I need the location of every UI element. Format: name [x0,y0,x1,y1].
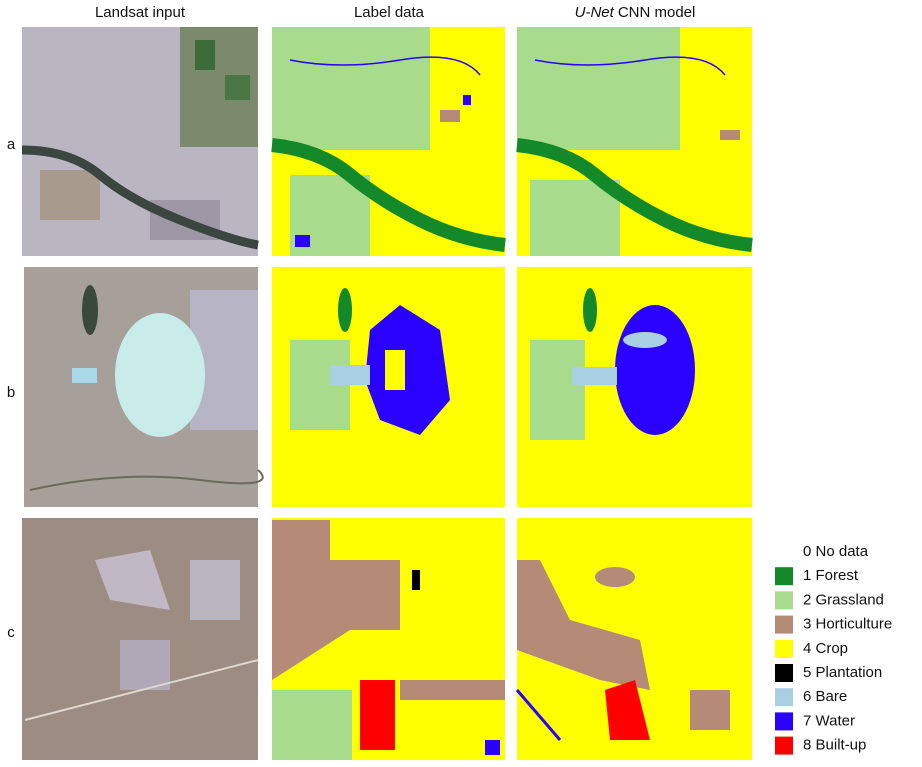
model-c [515,518,752,760]
label-b [272,267,505,507]
row-label: a [7,136,16,153]
legend-swatch [775,736,793,755]
column-header-text: CNN model [618,4,696,21]
legend-swatch [775,639,793,658]
legend-swatch [775,664,793,682]
legend-label: 1 Forest [803,567,859,584]
landsat-c [22,518,259,760]
legend-label: 3 Horticulture [803,616,892,633]
landsat-a [21,27,259,256]
legend-label: 5 Plantation [803,664,882,681]
model-b [517,267,752,507]
column-header: U-Net CNN model [575,4,696,21]
legend-swatch [775,567,793,586]
legend-label: 8 Built-up [803,737,866,754]
legend-swatch [775,712,793,731]
label-a [271,27,506,256]
legend-swatch [775,688,793,707]
landsat-b [24,267,264,507]
row-label: b [7,384,15,401]
legend-swatch [775,543,793,561]
legend-swatch [775,615,793,634]
legend-label: 2 Grassland [803,591,884,608]
label-c [272,518,505,760]
legend-label: 0 No data [803,543,869,560]
legend-label: 6 Bare [803,688,847,705]
column-header-italic: U-Net [575,4,615,21]
column-header: Landsat input [95,4,186,21]
column-header: Label data [354,4,425,21]
row-label: c [7,624,15,641]
legend-swatch [775,591,793,610]
model-a [516,27,753,256]
legend-label: 7 Water [803,712,855,729]
legend-label: 4 Crop [803,640,848,657]
